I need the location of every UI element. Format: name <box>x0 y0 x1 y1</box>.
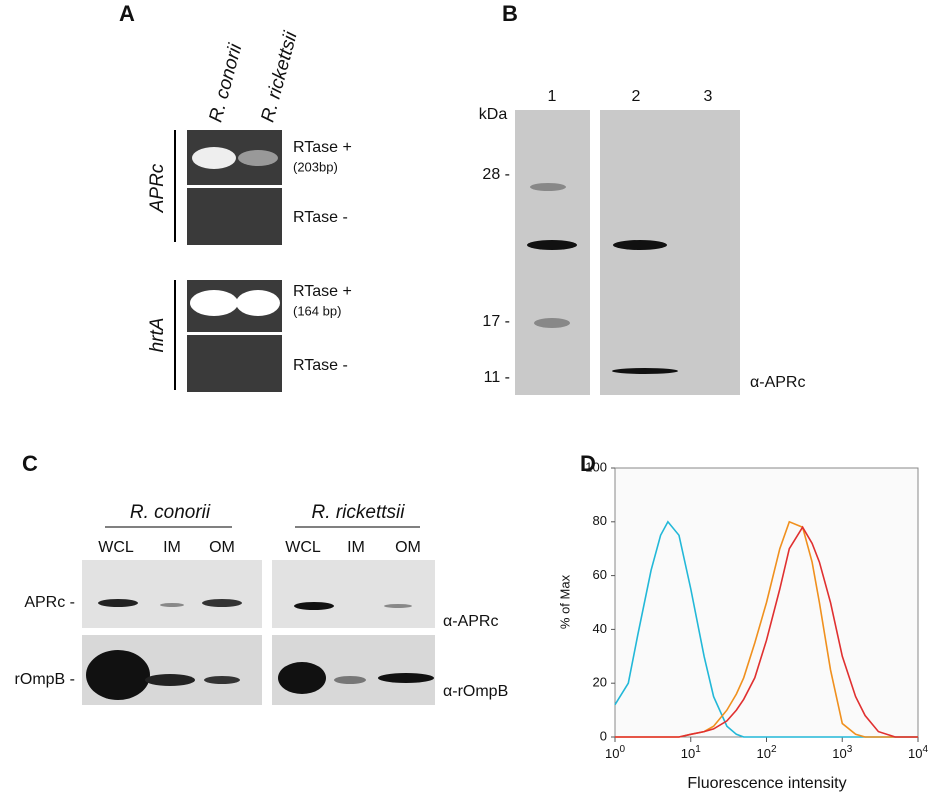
series-line <box>615 525 918 738</box>
lane-label: 1 <box>548 88 557 105</box>
lane-label: WCL <box>285 539 321 556</box>
lane-label: IM <box>347 539 365 556</box>
lane-label: R. conorii <box>205 41 246 125</box>
panel-label: A <box>119 1 135 26</box>
y-axis-label: % of Max <box>557 574 572 629</box>
y-tick-label: 60 <box>593 567 607 582</box>
blot-image <box>272 560 435 628</box>
x-tick-label: 103 <box>832 744 852 762</box>
strain-label: R. conorii <box>130 502 211 523</box>
unit-label: kDa <box>479 106 508 123</box>
gel-band <box>236 290 280 316</box>
antibody-label: α-APRc <box>750 374 805 391</box>
blot-band <box>145 674 195 686</box>
blot-band <box>384 604 412 608</box>
x-tick-label: 101 <box>681 744 701 762</box>
row-label: RTase - <box>293 209 348 226</box>
y-tick-label: 80 <box>593 513 607 528</box>
lane-label: 3 <box>704 88 713 105</box>
gel-band <box>192 147 236 169</box>
blot-band <box>534 318 570 328</box>
row-label: RTase + <box>293 139 352 156</box>
blot-band <box>278 662 326 694</box>
row-label: RTase + <box>293 283 352 300</box>
y-tick-label: 40 <box>593 621 607 636</box>
blot-band <box>530 183 566 191</box>
panel-label: D <box>580 451 596 476</box>
marker-label: 17 - <box>482 313 510 330</box>
strain-label: R. rickettsii <box>312 502 406 523</box>
panel-label: C <box>22 451 38 476</box>
gel-band <box>190 290 238 316</box>
blot-image <box>600 110 740 395</box>
y-tick-label: 100 <box>585 459 607 474</box>
x-tick-label: 104 <box>908 744 928 762</box>
gel-image <box>187 335 282 392</box>
gene-label: APRc <box>147 163 168 213</box>
marker-label: 28 - <box>482 166 510 183</box>
blot-image <box>515 110 590 395</box>
x-tick-label: 100 <box>605 744 625 762</box>
blot-band <box>204 676 240 684</box>
gel-image <box>187 188 282 245</box>
blot-band <box>613 240 667 250</box>
gene-label: hrtA <box>147 318 168 353</box>
blot-band <box>202 599 242 607</box>
y-tick-label: 0 <box>600 728 607 743</box>
blot-band <box>160 603 184 607</box>
row-label: RTase - <box>293 357 348 374</box>
series-line <box>614 520 918 738</box>
x-axis-label: Fluorescence intensity <box>687 775 846 792</box>
protein-label: APRc - <box>24 594 75 611</box>
blot-band <box>527 240 577 250</box>
lane-label: WCL <box>98 539 134 556</box>
lane-label: OM <box>209 539 235 556</box>
blot-image <box>82 560 262 628</box>
y-tick-label: 20 <box>593 675 607 690</box>
gel-band <box>238 150 278 166</box>
blot-band <box>612 368 678 374</box>
row-size: (203bp) <box>293 159 338 174</box>
row-size: (164 bp) <box>293 303 341 318</box>
antibody-label: α-rOmpB <box>443 683 508 700</box>
x-tick-label: 102 <box>756 744 776 762</box>
blot-band <box>98 599 138 607</box>
protein-label: rOmpB - <box>15 671 75 688</box>
lane-label: R. rickettsii <box>257 29 302 125</box>
blot-band <box>334 676 366 684</box>
blot-band <box>294 602 334 610</box>
antibody-label: α-APRc <box>443 613 498 630</box>
lane-label: 2 <box>632 88 641 105</box>
blot-band <box>86 650 150 700</box>
lane-label: OM <box>395 539 421 556</box>
blot-band <box>378 673 434 683</box>
panel-label: B <box>502 1 518 26</box>
lane-label: IM <box>163 539 181 556</box>
marker-label: 11 - <box>484 369 510 386</box>
